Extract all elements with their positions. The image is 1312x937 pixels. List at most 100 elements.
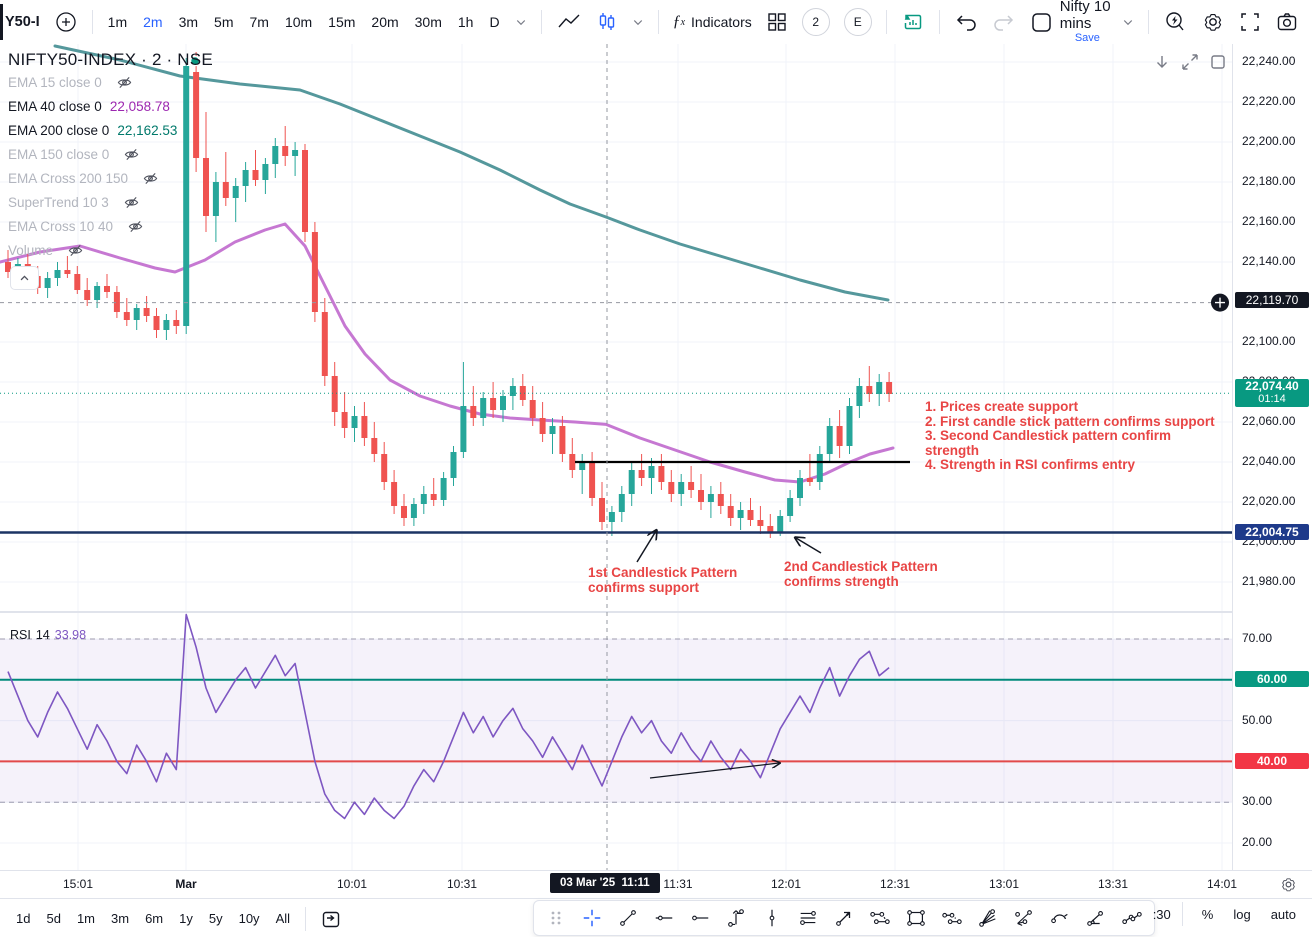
tool-arrow[interactable] bbox=[826, 903, 862, 933]
goto-date-button[interactable] bbox=[313, 903, 349, 935]
pane-maximize-button[interactable] bbox=[1180, 52, 1200, 75]
log-scale-button[interactable]: log bbox=[1233, 906, 1251, 922]
range-button-5d[interactable]: 5d bbox=[46, 911, 61, 926]
timeframe-button-1h[interactable]: 1h bbox=[457, 14, 474, 30]
redo-button[interactable] bbox=[985, 6, 1023, 38]
tool-extended-line[interactable] bbox=[718, 903, 754, 933]
timezone-label[interactable]: :30 bbox=[1152, 906, 1171, 922]
trade-checklist-note[interactable]: 1. Prices create support 2. First candle … bbox=[925, 399, 1225, 473]
timeframe-button-10m[interactable]: 10m bbox=[284, 14, 313, 30]
time-axis[interactable]: 15:01 Mar 10:01 10:31 11:31 12:01 12:31 13:01 13… bbox=[0, 870, 1312, 899]
crosshair-price-badge: 22,119.70 bbox=[1235, 292, 1309, 308]
legend-row-2[interactable]: EMA 200 close 0 22,162.53 bbox=[8, 118, 213, 142]
alerts-count-badge[interactable]: 2 bbox=[795, 6, 837, 38]
legend-row-7[interactable]: Volume bbox=[8, 238, 213, 262]
bar-replay-button[interactable] bbox=[894, 6, 932, 38]
time-tick: 15:01 bbox=[62, 877, 94, 891]
indicator-templates-button[interactable] bbox=[759, 6, 795, 38]
quick-search-button[interactable] bbox=[1156, 6, 1194, 38]
candle-chart-type-button[interactable] bbox=[589, 6, 625, 38]
range-button-All[interactable]: All bbox=[275, 911, 291, 926]
time-axis-settings-button[interactable] bbox=[1279, 875, 1298, 897]
save-link[interactable]: Save bbox=[1074, 32, 1100, 45]
pane-detach-button[interactable] bbox=[1208, 52, 1228, 75]
tool-drag-handle[interactable] bbox=[538, 903, 574, 933]
pane-move-down-button[interactable] bbox=[1152, 52, 1172, 75]
eye-off-icon[interactable] bbox=[61, 243, 84, 258]
timeframe-button-2m[interactable]: 2m bbox=[143, 14, 163, 30]
range-button-1y[interactable]: 1y bbox=[179, 911, 193, 926]
legend-label: EMA 15 close 0 bbox=[8, 74, 102, 90]
time-tick: 13:31 bbox=[1097, 877, 1129, 891]
timeframe-button-20m[interactable]: 20m bbox=[371, 14, 399, 30]
range-button-10y[interactable]: 10y bbox=[238, 911, 260, 926]
chart-type-menu-button[interactable] bbox=[625, 6, 651, 38]
tool-horizontal-ray[interactable] bbox=[682, 903, 718, 933]
pattern2-note[interactable]: 2nd Candlestick Pattern confirms strengt… bbox=[784, 559, 938, 589]
tool-trend-line[interactable] bbox=[610, 903, 646, 933]
eye-off-icon[interactable] bbox=[117, 195, 140, 210]
range-button-5y[interactable]: 5y bbox=[208, 911, 223, 926]
eye-off-icon[interactable] bbox=[110, 75, 133, 90]
tool-disjoint-channel[interactable] bbox=[1114, 903, 1150, 933]
price-axis[interactable]: 22,240.00 22,220.00 22,200.00 22,180.00 22,1… bbox=[1232, 44, 1312, 870]
indicators-label: Indicators bbox=[691, 14, 752, 30]
legend-row-3[interactable]: EMA 150 close 0 bbox=[8, 142, 213, 166]
tool-crosshair[interactable] bbox=[574, 903, 610, 933]
fullscreen-button[interactable] bbox=[1232, 6, 1268, 38]
legend-row-4[interactable]: EMA Cross 200 150 bbox=[8, 166, 213, 190]
economic-badge[interactable]: E bbox=[837, 6, 879, 38]
undo-button[interactable] bbox=[947, 6, 985, 38]
layout-menu-button[interactable] bbox=[1115, 6, 1141, 38]
tool-gann-fan[interactable] bbox=[1006, 903, 1042, 933]
tool-vertical-line[interactable] bbox=[754, 903, 790, 933]
legend-row-1[interactable]: EMA 40 close 0 22,058.78 bbox=[8, 94, 213, 118]
symbol-search-button[interactable]: Y50-I bbox=[3, 6, 47, 38]
price-tick-22060: 22,060.00 bbox=[1242, 414, 1296, 428]
screenshot-button[interactable] bbox=[1268, 6, 1306, 38]
timeframe-button-1m[interactable]: 1m bbox=[107, 14, 128, 30]
eye-off-icon[interactable] bbox=[117, 147, 140, 162]
rsi-legend[interactable]: RSI 14 33.98 bbox=[10, 628, 86, 642]
auto-scale-button[interactable]: auto bbox=[1270, 906, 1296, 922]
legend-row-6[interactable]: EMA Cross 10 40 bbox=[8, 214, 213, 238]
tool-trend-angle[interactable] bbox=[1078, 903, 1114, 933]
toolbar-separator bbox=[91, 10, 93, 34]
legend-collapse-button[interactable] bbox=[10, 266, 39, 290]
tool-parallel-lines[interactable] bbox=[790, 903, 826, 933]
pattern1-note[interactable]: 1st Candlestick Pattern confirms support bbox=[588, 565, 737, 595]
range-button-1m[interactable]: 1m bbox=[76, 911, 95, 926]
compare-add-button[interactable] bbox=[47, 6, 85, 38]
timeframe-button-15m[interactable]: 15m bbox=[328, 14, 356, 30]
range-button-1d[interactable]: 1d bbox=[16, 911, 31, 926]
timeframe-button-7m[interactable]: 7m bbox=[249, 14, 269, 30]
timeframe-button-3m[interactable]: 3m bbox=[178, 14, 199, 30]
timeframe-button-30m[interactable]: 30m bbox=[414, 14, 442, 30]
candle bbox=[569, 454, 576, 470]
legend-row-0[interactable]: EMA 15 close 0 bbox=[8, 70, 213, 94]
range-button-6m[interactable]: 6m bbox=[145, 911, 164, 926]
tool-rectangle[interactable] bbox=[898, 903, 934, 933]
eye-off-icon[interactable] bbox=[136, 171, 159, 186]
symbol-title[interactable]: NIFTY50-INDEX · 2 · NSE bbox=[8, 50, 213, 69]
range-button-3m[interactable]: 3m bbox=[111, 911, 130, 926]
settings-button[interactable] bbox=[1194, 6, 1232, 38]
timeframe-button-D[interactable]: D bbox=[489, 14, 500, 30]
line-chart-type-button[interactable] bbox=[549, 6, 589, 38]
percent-scale-button[interactable]: % bbox=[1201, 906, 1214, 922]
layout-select-checkbox[interactable] bbox=[1023, 6, 1060, 38]
price-tick-22160: 22,160.00 bbox=[1242, 214, 1296, 228]
tool-pitchfork[interactable] bbox=[970, 903, 1006, 933]
layout-name-button[interactable]: Nifty 10 mins Save bbox=[1060, 0, 1115, 45]
tool-horizontal-line[interactable] bbox=[646, 903, 682, 933]
tool-info-line[interactable] bbox=[862, 903, 898, 933]
price-rsi-chart-canvas[interactable] bbox=[0, 44, 1232, 870]
legend-row-5[interactable]: SuperTrend 10 3 bbox=[8, 190, 213, 214]
eye-off-icon[interactable] bbox=[121, 219, 144, 234]
chart-pane[interactable]: NIFTY50-INDEX · 2 · NSE EMA 15 close 0 EM… bbox=[0, 44, 1232, 870]
timeframe-button-5m[interactable]: 5m bbox=[214, 14, 234, 30]
tool-curve[interactable] bbox=[1042, 903, 1078, 933]
tool-parallel-channel[interactable] bbox=[934, 903, 970, 933]
timeframe-menu-button[interactable] bbox=[508, 6, 534, 38]
